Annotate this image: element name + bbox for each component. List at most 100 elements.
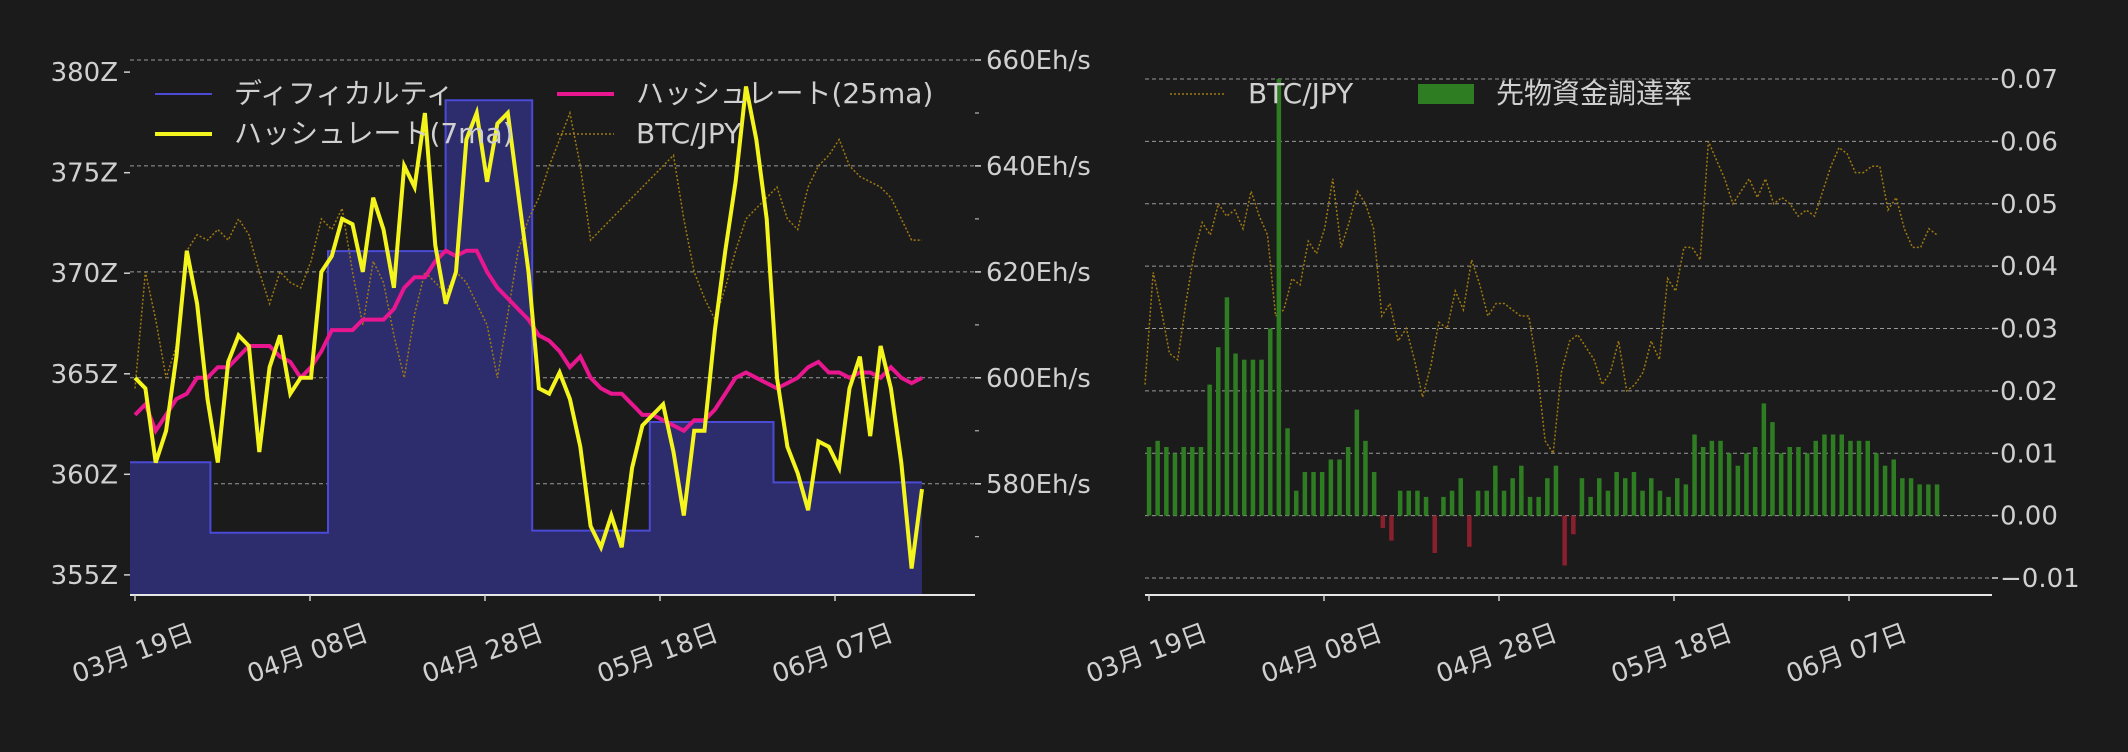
right-y-tick-label: 0.06	[2000, 127, 2058, 157]
funding-bar	[1371, 472, 1377, 516]
funding-bar	[1848, 440, 1853, 516]
funding-bar	[1527, 496, 1533, 516]
right-y-tick-label: 640Eh/s	[986, 152, 1091, 182]
funding-bar	[1640, 490, 1645, 516]
left-y-tick-label: 375Z	[51, 159, 118, 189]
funding-bar	[1562, 515, 1567, 566]
legend-label-difficulty: ディフィカルティ	[234, 77, 454, 110]
hashrate-25ma-line	[133, 248, 923, 436]
funding-bar	[1475, 490, 1481, 516]
funding-bar	[1259, 359, 1264, 516]
hashrate-7ma-line	[133, 86, 924, 569]
right-y-tick-label: 620Eh/s	[986, 258, 1091, 288]
funding-bar	[1796, 447, 1801, 516]
hashrate-25ma-line	[133, 248, 923, 436]
right-y-tick-label: 0.00	[2000, 502, 2058, 532]
hashrate-7ma-line	[133, 86, 924, 569]
funding-bar	[1432, 515, 1437, 553]
funding-bar	[1146, 447, 1152, 516]
x-tick-label: 04月 28日	[1432, 618, 1561, 689]
funding-bar	[1354, 409, 1360, 516]
left-gridlines	[130, 59, 975, 485]
funding-bar	[1172, 453, 1178, 516]
right-y-tick-label: 600Eh/s	[986, 364, 1091, 394]
funding-bar	[1934, 484, 1940, 516]
funding-bar	[1856, 440, 1862, 516]
left-y-tick-label: 360Z	[51, 460, 118, 490]
legend-label-btc-jpy: BTC/JPY	[1248, 77, 1354, 110]
funding-bar	[1397, 490, 1403, 516]
right-y-tick-label: 0.01	[2000, 439, 2058, 469]
funding-bar	[1155, 440, 1160, 516]
left-legend: ディフィカルティ ハッシュレート(25ma) ハッシュレート(7ma) BTC/JPY	[155, 77, 933, 150]
funding-bar	[1709, 440, 1715, 516]
funding-bar	[1752, 447, 1758, 516]
right-y-tick-label: 660Eh/s	[986, 46, 1091, 76]
right-y-tick-label: 0.02	[2000, 377, 2058, 407]
legend-swatch-funding	[1418, 84, 1474, 104]
funding-bar	[1493, 465, 1498, 516]
x-tick-label: 06月 07日	[1782, 618, 1911, 689]
funding-bar	[1198, 447, 1204, 516]
funding-rate-bars	[1146, 79, 1940, 566]
funding-bar	[1553, 465, 1559, 516]
funding-bar	[1294, 490, 1299, 516]
funding-bar	[1328, 459, 1334, 516]
funding-bar	[1666, 496, 1671, 516]
funding-bar	[1337, 459, 1342, 516]
funding-bar	[1302, 472, 1308, 516]
funding-bar	[1519, 465, 1524, 516]
funding-bar	[1726, 453, 1732, 516]
funding-bar	[1510, 478, 1515, 516]
right-axes: −0.01 0.00 0.01 0.02 0.03 0.04 0.05 0.06 0.07 03月…	[1082, 65, 2079, 690]
funding-bar	[1380, 515, 1386, 529]
funding-bar	[1761, 403, 1767, 516]
difficulty-area	[130, 99, 922, 596]
funding-bar	[1865, 440, 1870, 516]
funding-bar	[1718, 440, 1723, 516]
funding-bar	[1614, 472, 1619, 516]
funding-bar	[1190, 447, 1195, 516]
left-y-tick-label: 380Z	[51, 58, 118, 88]
x-tick-label: 03月 19日	[68, 618, 197, 689]
funding-bar	[1319, 472, 1325, 516]
funding-bar	[1874, 453, 1879, 516]
funding-bar	[1908, 478, 1914, 516]
funding-bar	[1224, 297, 1230, 516]
left-chart: 355Z 360Z 365Z 370Z 375Z 380Z 580Eh/s 600Eh/s 62…	[51, 46, 1091, 690]
right-y-tick-label: 0.03	[2000, 315, 2058, 345]
funding-bar	[1276, 79, 1282, 516]
funding-bar	[1631, 472, 1637, 516]
funding-bar	[1623, 478, 1628, 516]
right-y-tick-label: −0.01	[2000, 564, 2080, 594]
funding-bar	[1536, 496, 1541, 516]
funding-bar	[1449, 490, 1455, 516]
funding-bar	[1675, 478, 1680, 516]
funding-bar	[1778, 453, 1784, 516]
funding-bar	[1657, 490, 1663, 516]
funding-bar	[1571, 515, 1576, 535]
funding-bar	[1441, 496, 1446, 516]
legend-label-btc-jpy: BTC/JPY	[636, 117, 742, 150]
btc-jpy-line	[134, 110, 922, 389]
funding-bar	[1597, 478, 1602, 516]
x-tick-label: 03月 19日	[1082, 618, 1211, 689]
funding-bar	[1423, 496, 1429, 516]
funding-bar	[1268, 328, 1273, 516]
legend-label-hashrate-7ma: ハッシュレート(7ma)	[234, 117, 514, 150]
funding-bar	[1822, 434, 1827, 516]
right-legend: BTC/JPY 先物資金調達率	[1170, 77, 1692, 110]
x-tick-label: 04月 28日	[418, 618, 547, 689]
funding-bar	[1164, 447, 1169, 516]
x-tick-label: 05月 18日	[593, 618, 722, 689]
right-y-tick-label: 0.04	[2000, 252, 2058, 282]
legend-label-funding: 先物資金調達率	[1496, 77, 1692, 110]
funding-bar	[1813, 440, 1818, 516]
funding-bar	[1484, 490, 1489, 516]
funding-bar	[1605, 490, 1611, 516]
funding-bar	[1649, 478, 1654, 516]
funding-bar	[1207, 384, 1212, 516]
difficulty-line	[130, 99, 922, 534]
right-y-tick-label: 580Eh/s	[986, 470, 1091, 500]
